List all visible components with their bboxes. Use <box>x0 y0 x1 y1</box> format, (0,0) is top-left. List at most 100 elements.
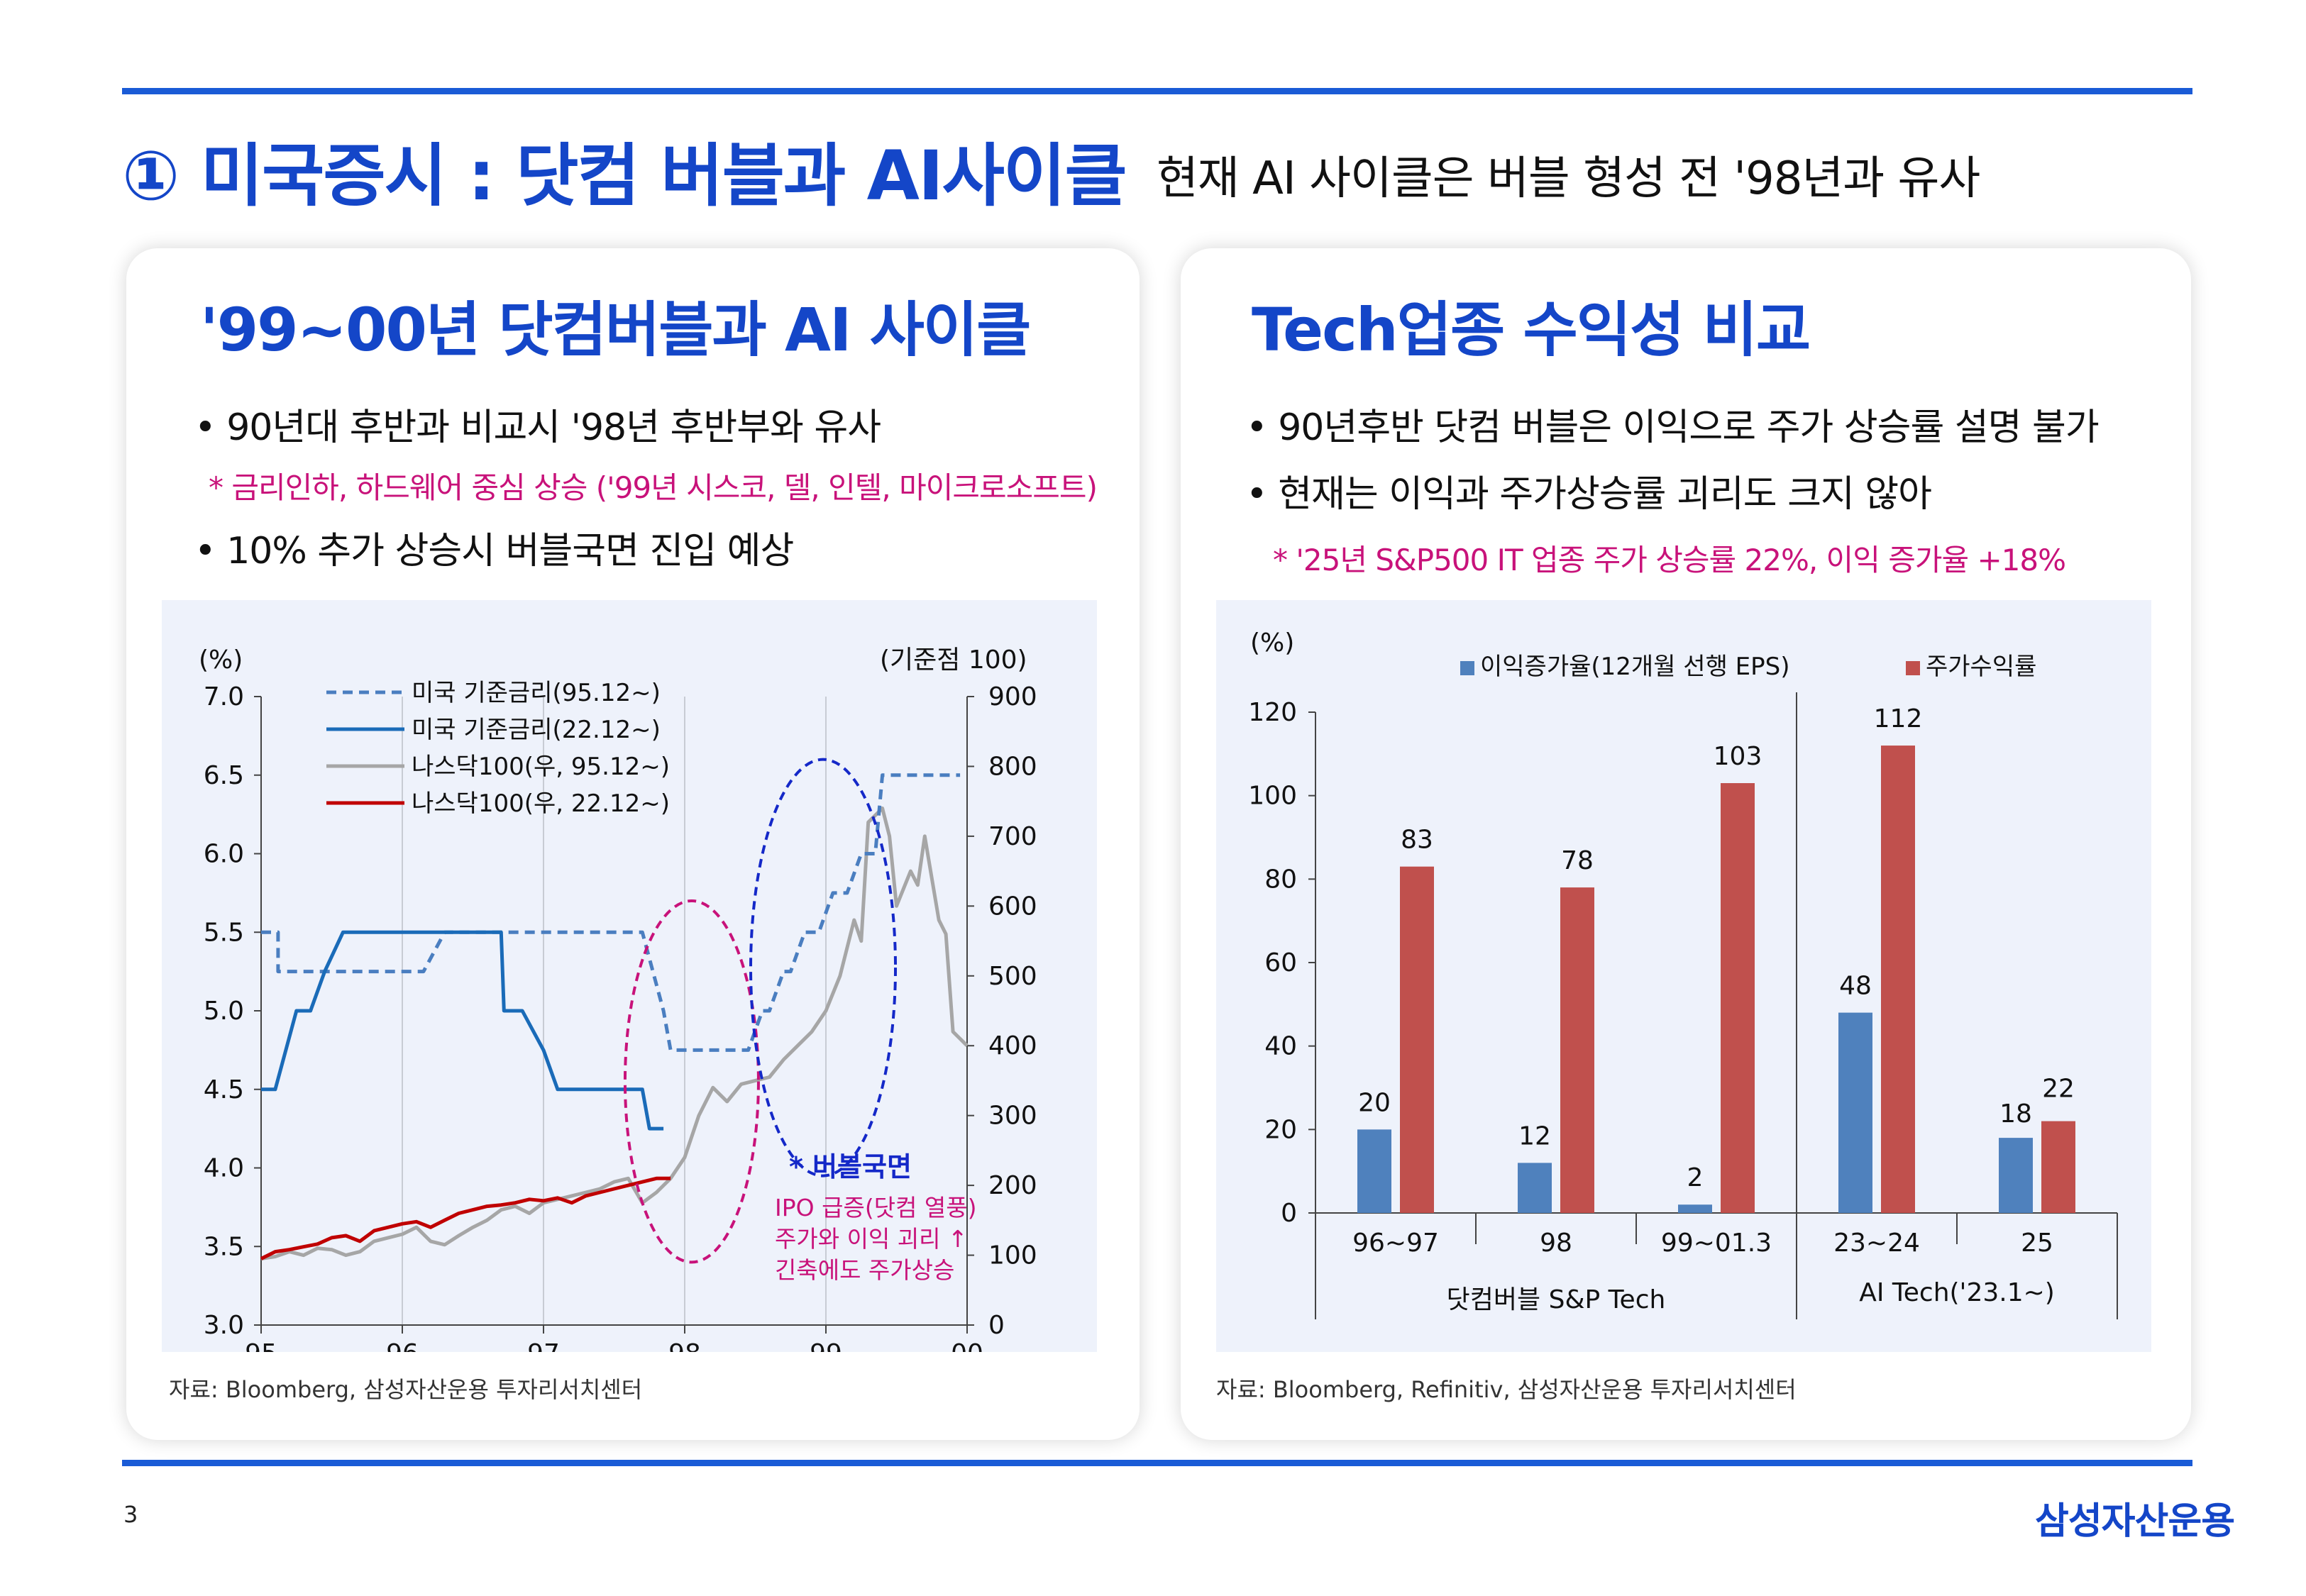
x-tick-label: 97 <box>527 1339 560 1352</box>
bar-eps <box>1838 1012 1872 1213</box>
data-label: 2 <box>1687 1163 1704 1192</box>
y-tick-label: 80 <box>1264 865 1297 894</box>
y-tick-label: 6.5 <box>204 761 244 790</box>
y2-tick-label: 100 <box>988 1241 1037 1270</box>
data-label: 22 <box>2042 1075 2075 1104</box>
data-label: 48 <box>1839 972 1872 1001</box>
x-tick-label: 23~24 <box>1833 1229 1920 1258</box>
y2-tick-label: 900 <box>988 682 1037 711</box>
data-label: 103 <box>1714 742 1762 771</box>
y-tick-label: 20 <box>1264 1115 1297 1144</box>
chart-area <box>162 600 1097 1352</box>
chart-area <box>1216 600 2151 1352</box>
card-tech-profitability: Tech업종 수익성 비교 • 90년후반 닷컴 버블은 이익으로 주가 상승률… <box>1181 248 2191 1440</box>
y-axis-label: (%) <box>199 645 243 675</box>
note-1: * 금리인하, 하드웨어 중심 상승 ('99년 시스코, 델, 인텔, 마이크… <box>209 470 1098 505</box>
y-tick-label: 4.5 <box>204 1075 244 1104</box>
annotation-text: IPO 급증(닷컴 열풍) <box>775 1194 977 1221</box>
bar-eps <box>1518 1163 1552 1213</box>
bar-return <box>1881 746 1915 1213</box>
bullet-2: • 10% 추가 상승시 버블국면 진입 예상 <box>194 530 794 572</box>
y-tick-label: 5.0 <box>204 997 244 1026</box>
y-axis-label: (%) <box>1250 628 1294 658</box>
series-line-2 <box>261 930 664 1131</box>
data-label: 112 <box>1874 704 1923 733</box>
y-tick-label: 7.0 <box>204 682 244 711</box>
series-line-1 <box>261 773 961 1052</box>
source-note: 자료: Bloomberg, Refinitiv, 삼성자산운용 투자리서치센터 <box>1216 1376 1797 1403</box>
annotation-text: 긴축에도 주가상승 <box>775 1256 954 1284</box>
x-tick-label: 96 <box>386 1339 419 1352</box>
data-label: 12 <box>1518 1121 1551 1151</box>
page-subtitle: 현재 AI 사이클은 버블 형성 전 '98년과 유사 <box>1157 153 1980 205</box>
series-line-4 <box>260 1176 671 1260</box>
y-tick-label: 100 <box>1248 782 1297 811</box>
y-tick-label: 3.5 <box>204 1232 244 1261</box>
x-tick-label: 95 <box>245 1339 277 1352</box>
bar-return <box>1721 783 1755 1213</box>
legend-label: 나스닥100(우, 22.12~) <box>412 789 670 818</box>
y-tick-label: 120 <box>1248 698 1297 727</box>
bar-eps <box>1999 1138 2033 1213</box>
x-tick-label: 00 <box>951 1339 983 1352</box>
note-1: * '25년 S&P500 IT 업종 주가 상승률 22%, 이익 증가율 +… <box>1273 543 2066 577</box>
x-tick-label: 96~97 <box>1352 1229 1439 1258</box>
bullet-1: • 90년대 후반과 비교시 '98년 후반부와 유사 <box>194 406 881 449</box>
page-title: ① 미국증시 : 닷컴 버블과 AI사이클 <box>122 136 1127 216</box>
y-tick-label: 6.0 <box>204 840 244 869</box>
highlight-ellipse-99 <box>749 758 898 1177</box>
y2-tick-label: 500 <box>988 962 1037 991</box>
bar-return <box>2041 1121 2075 1213</box>
y2-axis-label: (기준점 100) <box>880 645 1027 675</box>
y2-tick-label: 800 <box>988 752 1037 781</box>
legend-swatch <box>1460 661 1474 675</box>
brand-logo: 삼성자산운용 <box>2035 1500 2235 1543</box>
group-label: AI Tech('23.1~) <box>1859 1278 2055 1307</box>
x-tick-label: 98 <box>1540 1229 1572 1258</box>
group-label: 닷컴버블 S&P Tech <box>1447 1285 1666 1314</box>
bottom-rule <box>122 1460 2192 1466</box>
y-tick-label: 3.0 <box>204 1311 244 1340</box>
legend-label: 주가수익률 <box>1926 653 2036 681</box>
bullet-2: • 현재는 이익과 주가상승률 괴리도 크지 않아 <box>1246 473 1932 516</box>
card-dotcom-ai-cycle: '99~00년 닷컴버블과 AI 사이클 • 90년대 후반과 비교시 '98년… <box>126 248 1140 1440</box>
annotation-text: * 버블국면 <box>789 1151 912 1182</box>
x-tick-label: 25 <box>2021 1229 2053 1258</box>
line-chart: 95 96 97 98 99 00 3.0 3.5 4.0 4.5 5.0 5.5 6.0 6.5 7.0 0… <box>199 645 1037 1352</box>
page-number: 3 <box>123 1501 138 1528</box>
x-tick-label: 99~01.3 <box>1661 1229 1772 1258</box>
data-label: 20 <box>1358 1088 1391 1117</box>
series-line-3 <box>260 807 969 1260</box>
y-tick-label: 5.5 <box>204 918 244 947</box>
y2-tick-label: 700 <box>988 822 1037 851</box>
y-tick-label: 4.0 <box>204 1154 244 1183</box>
y2-tick-label: 300 <box>988 1102 1037 1131</box>
data-label: 78 <box>1561 846 1594 875</box>
y-tick-label: 60 <box>1264 948 1297 977</box>
top-rule <box>122 88 2192 94</box>
annotation-text: 주가와 이익 괴리 ↑ <box>775 1225 968 1253</box>
y-tick-label: 40 <box>1264 1032 1297 1061</box>
legend-swatch <box>1906 661 1920 675</box>
y2-tick-label: 400 <box>988 1031 1037 1060</box>
bar-eps <box>1357 1129 1391 1213</box>
bar-return <box>1560 887 1594 1213</box>
legend-label: 나스닥100(우, 95.12~) <box>412 753 670 781</box>
x-tick-label: 98 <box>668 1339 701 1352</box>
bar-chart: 0 20 40 60 80 100 120 96~97 98 99~01.3 23~24 25 닷컴버블… <box>1248 628 2118 1319</box>
legend-label: 미국 기준금리(22.12~) <box>412 716 661 744</box>
y2-tick-label: 200 <box>988 1171 1037 1200</box>
data-label: 83 <box>1401 826 1433 855</box>
card-title: Tech업종 수익성 비교 <box>1252 295 1811 365</box>
legend-label: 미국 기준금리(95.12~) <box>412 679 661 707</box>
y2-tick-label: 0 <box>988 1311 1005 1340</box>
y-tick-label: 0 <box>1281 1199 1297 1228</box>
source-note: 자료: Bloomberg, 삼성자산운용 투자리서치센터 <box>169 1376 643 1403</box>
bar-return <box>1400 866 1434 1213</box>
legend-label: 이익증가율(12개월 선행 EPS) <box>1480 653 1790 681</box>
x-tick-label: 99 <box>810 1339 842 1352</box>
bar-eps <box>1678 1204 1712 1213</box>
bullet-1: • 90년후반 닷컴 버블은 이익으로 주가 상승률 설명 불가 <box>1246 406 2100 449</box>
highlight-ellipse-98 <box>623 899 760 1264</box>
data-label: 18 <box>1999 1099 2032 1129</box>
